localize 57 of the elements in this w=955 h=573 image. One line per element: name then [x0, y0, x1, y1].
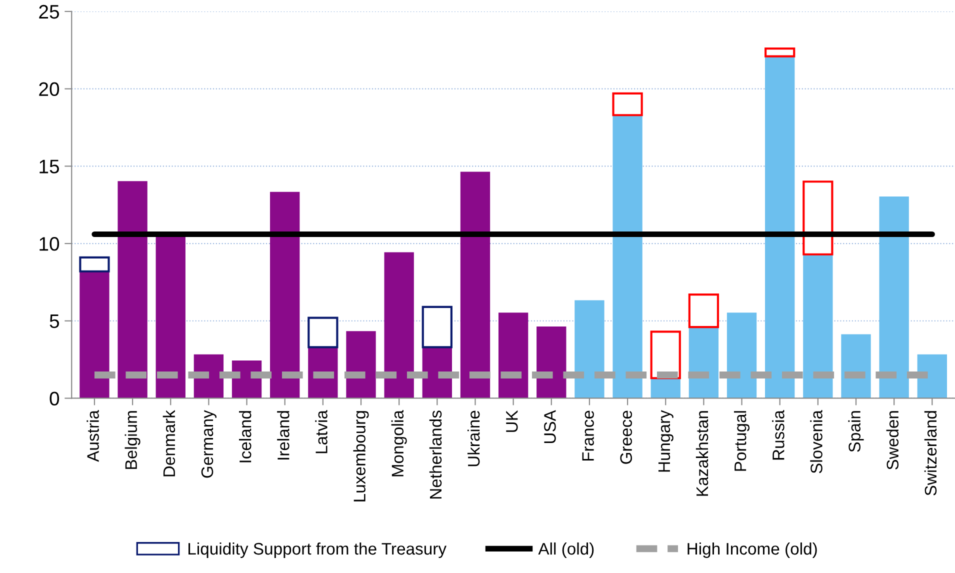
- x-tick-label: Iceland: [239, 411, 252, 462]
- y-tick-label: 10: [40, 236, 60, 251]
- x-tick-label: Greece: [620, 410, 632, 464]
- y-tick-label: 0: [50, 392, 60, 406]
- bar: [118, 181, 148, 398]
- bar: [765, 56, 795, 398]
- x-tick-label: Russia: [772, 410, 784, 460]
- bar: [726, 312, 757, 398]
- bar: [79, 256, 110, 272]
- x-tick-label: Spain: [848, 411, 864, 452]
- bar: [460, 172, 490, 398]
- x-tick-label: Ukraine: [467, 410, 480, 466]
- bar: [308, 316, 338, 348]
- x-tick-label: Netherlands: [429, 410, 442, 499]
- x-tick-label: Sweden: [886, 411, 899, 470]
- x-tick-label: Belgium: [124, 411, 140, 469]
- y-tick-label: 20: [39, 82, 60, 96]
- bar: [574, 300, 604, 398]
- bar: [612, 114, 642, 398]
- bar: [879, 196, 909, 398]
- bar: [841, 334, 871, 398]
- y-tick-label: 5: [50, 314, 60, 328]
- x-tick-label: Mongolia: [391, 410, 407, 476]
- bar: [156, 236, 186, 398]
- bar: [498, 312, 528, 398]
- y-tick-label: 25: [39, 4, 60, 19]
- bar: [80, 270, 110, 398]
- x-tick-label: Kazakhstan: [696, 411, 708, 496]
- x-tick-label: Latvia: [315, 410, 328, 454]
- bar: [688, 326, 719, 398]
- bar: [802, 180, 834, 256]
- bar: [346, 331, 376, 398]
- bar: [270, 192, 300, 398]
- bar: [688, 294, 720, 328]
- x-tick-label: Switzerland: [924, 411, 937, 496]
- bar: [917, 354, 947, 398]
- x-tick-label: Denmark: [162, 410, 176, 476]
- x-tick-label: France: [582, 410, 594, 461]
- bar: [536, 326, 566, 398]
- legend-label: High Income (old): [688, 542, 817, 558]
- x-tick-label: USA: [544, 410, 556, 444]
- legend-label: Liquidity Support from the Treasury: [188, 542, 446, 558]
- bar: [422, 306, 452, 348]
- bar: [384, 252, 414, 398]
- bar: [764, 48, 796, 58]
- x-tick-label: Ireland: [277, 411, 290, 460]
- x-tick-label: Germany: [201, 410, 216, 478]
- x-tick-label: Luxembourg: [353, 411, 369, 502]
- x-tick-label: Portugal: [734, 411, 750, 471]
- y-tick-label: 15: [40, 160, 60, 174]
- x-tick-label: Austria: [86, 410, 99, 462]
- x-tick-label: Slovenia: [810, 410, 822, 474]
- x-tick-label: Hungary: [658, 410, 674, 472]
- bar: [803, 254, 833, 398]
- legend-label: All (old): [538, 542, 594, 558]
- x-tick-label: UK: [506, 410, 518, 432]
- bar: [612, 92, 643, 116]
